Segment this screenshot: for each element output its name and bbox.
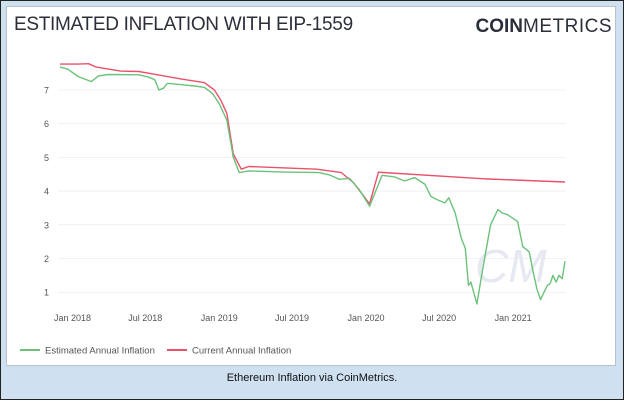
x-tick-label: Jul 2018 [128,313,162,323]
x-tick-label: Jan 2020 [347,313,384,323]
chart-title: ESTIMATED INFLATION WITH EIP-1559 [14,14,353,35]
chart-card [6,6,616,366]
y-tick-label: 5 [44,153,49,163]
y-tick-label: 7 [44,86,49,96]
series-lines [59,63,566,305]
x-tick-label: Jul 2020 [422,313,456,323]
figure-caption: Ethereum Inflation via CoinMetrics. [226,372,398,384]
series-line-current-annual-inflation [60,63,566,205]
y-tick-label: 3 [44,220,49,230]
x-tick-label: Jan 2021 [495,313,532,323]
logo-light: METRICS [523,16,612,37]
series-line-estimated-annual-inflation [59,66,566,305]
y-tick-label: 2 [44,254,49,264]
y-axis-ticks: 1 2 3 4 5 6 7 [44,86,49,298]
y-tick-label: 4 [44,187,49,197]
x-tick-label: Jan 2019 [201,313,238,323]
legend-label: Estimated Annual Inflation [45,346,155,357]
x-axis-ticks: Jan 2018 Jul 2018 Jan 2019 Jul 2019 Jan 2020… [54,313,532,323]
y-tick-label: 6 [44,119,49,129]
x-tick-label: Jan 2018 [54,313,91,323]
gridlines [58,89,566,293]
y-tick-label: 1 [44,288,49,298]
x-tick-label: Jul 2019 [275,313,309,323]
logo-bold: COIN [475,16,524,37]
legend-label: Current Annual Inflation [192,346,291,357]
coinmetrics-logo: COINMETRICS [476,16,613,38]
legend: Estimated Annual Inflation Current Annual… [20,346,291,357]
